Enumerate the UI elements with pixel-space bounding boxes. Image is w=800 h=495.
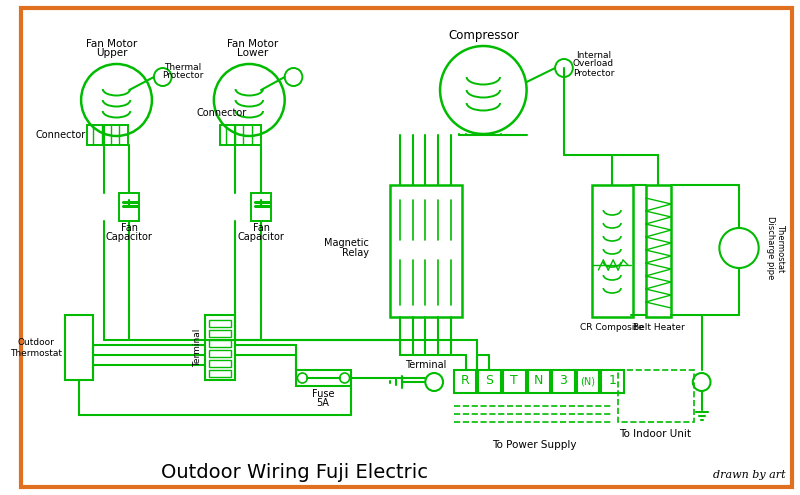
- Text: Terminal: Terminal: [193, 329, 202, 367]
- Text: To Power Supply: To Power Supply: [492, 440, 577, 450]
- Text: Fan: Fan: [121, 223, 138, 233]
- Circle shape: [555, 59, 573, 77]
- Bar: [87, 125, 128, 145]
- Text: Thermostat
Discharge pipe: Thermostat Discharge pipe: [766, 216, 785, 280]
- Text: Connector: Connector: [35, 130, 86, 140]
- Text: To Indoor Unit: To Indoor Unit: [619, 429, 691, 439]
- Bar: [209, 360, 230, 367]
- Bar: [618, 370, 694, 422]
- Bar: [297, 370, 350, 386]
- Circle shape: [440, 46, 526, 134]
- Text: Outdoor Wiring Fuji Electric: Outdoor Wiring Fuji Electric: [161, 462, 428, 482]
- Bar: [209, 320, 230, 327]
- Text: 1: 1: [608, 375, 616, 388]
- Text: Thermal: Thermal: [164, 62, 201, 71]
- Text: Outdoor
Thermostat: Outdoor Thermostat: [10, 338, 62, 358]
- Circle shape: [214, 64, 285, 136]
- Text: Belt Heater: Belt Heater: [633, 324, 684, 333]
- Bar: [205, 315, 234, 380]
- Circle shape: [719, 228, 758, 268]
- Bar: [646, 185, 671, 317]
- Bar: [503, 370, 526, 393]
- Text: S: S: [486, 375, 494, 388]
- Text: CR Composite: CR Composite: [580, 324, 644, 333]
- Text: 5A: 5A: [317, 398, 330, 408]
- Bar: [209, 340, 230, 347]
- Text: 3: 3: [559, 375, 567, 388]
- Text: drawn by art: drawn by art: [713, 470, 785, 480]
- Bar: [209, 370, 230, 377]
- Text: T: T: [510, 375, 518, 388]
- Bar: [390, 185, 462, 317]
- Bar: [577, 370, 599, 393]
- Circle shape: [693, 373, 710, 391]
- Bar: [251, 193, 271, 221]
- Bar: [220, 125, 261, 145]
- Text: R: R: [460, 375, 469, 388]
- Bar: [209, 350, 230, 357]
- Bar: [478, 370, 501, 393]
- Text: Compressor: Compressor: [448, 29, 518, 42]
- Text: Fuse: Fuse: [312, 389, 334, 399]
- Bar: [552, 370, 574, 393]
- Circle shape: [81, 64, 152, 136]
- Text: Fan Motor: Fan Motor: [86, 39, 138, 49]
- Circle shape: [298, 373, 307, 383]
- Text: Protector: Protector: [162, 71, 203, 81]
- Text: Fan: Fan: [253, 223, 270, 233]
- Text: N: N: [534, 375, 543, 388]
- Bar: [119, 193, 139, 221]
- Circle shape: [340, 373, 350, 383]
- Text: Fan Motor: Fan Motor: [226, 39, 278, 49]
- Text: Relay: Relay: [342, 248, 370, 258]
- Text: Magnetic: Magnetic: [324, 238, 370, 248]
- Circle shape: [426, 373, 443, 391]
- Bar: [602, 370, 624, 393]
- Text: Internal: Internal: [576, 50, 611, 59]
- Bar: [591, 185, 633, 317]
- Bar: [66, 315, 93, 380]
- Text: Capacitor: Capacitor: [106, 232, 153, 242]
- Circle shape: [285, 68, 302, 86]
- Text: (N): (N): [580, 376, 595, 386]
- Text: Lower: Lower: [237, 48, 268, 58]
- Text: Capacitor: Capacitor: [238, 232, 285, 242]
- Text: Upper: Upper: [96, 48, 127, 58]
- Text: Connector: Connector: [197, 108, 247, 118]
- Text: Overload: Overload: [573, 59, 614, 68]
- Text: Terminal: Terminal: [405, 360, 446, 370]
- Text: Protector: Protector: [573, 68, 614, 78]
- Bar: [527, 370, 550, 393]
- Bar: [454, 370, 477, 393]
- Bar: [209, 330, 230, 337]
- Circle shape: [154, 68, 171, 86]
